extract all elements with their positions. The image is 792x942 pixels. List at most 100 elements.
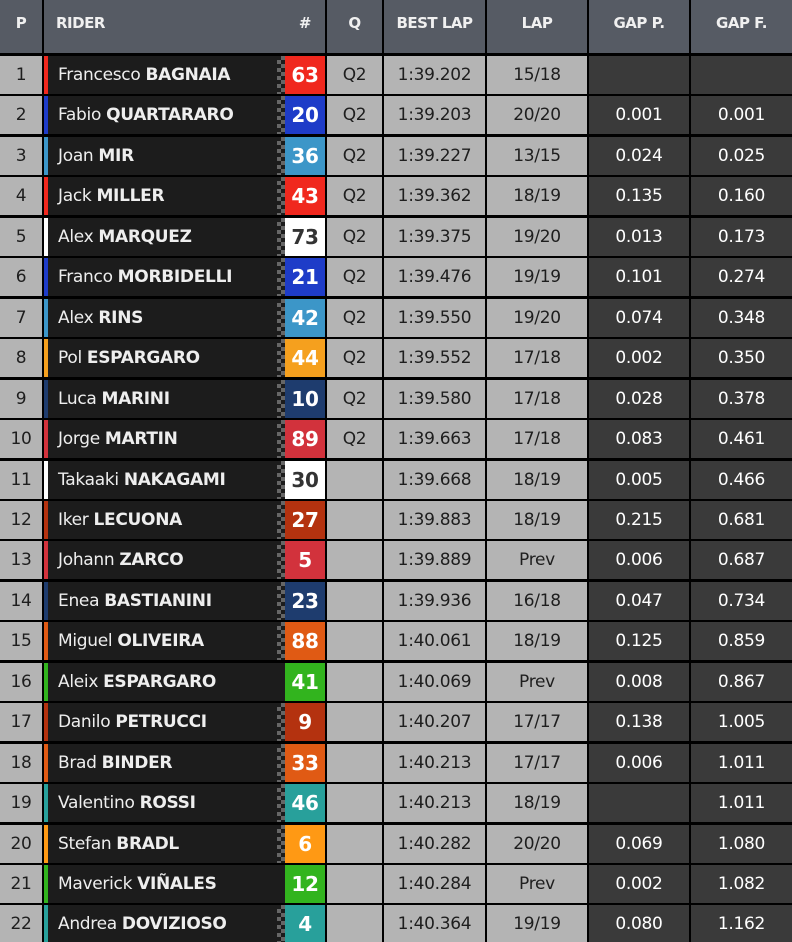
rider-cell[interactable]: Andrea DOVIZIOSO [44,905,285,942]
position-cell: 4 [0,177,42,216]
table-row[interactable]: 14 Enea BASTIANINI 23 1:39.936 16/18 0.04… [0,581,792,620]
team-color-stripe [44,298,48,337]
rider-cell[interactable]: Johann ZARCO [44,541,285,580]
rider-cell[interactable]: Pol ESPARGARO [44,339,285,378]
best-lap-cell: 1:40.207 [384,703,485,742]
header-lap[interactable]: LAP [487,0,587,53]
rider-number: 5 [285,541,325,580]
rider-cell[interactable]: Stefan BRADL [44,824,285,863]
table-row[interactable]: 11 Takaaki NAKAGAMI 30 1:39.668 18/19 0.0… [0,460,792,499]
rider-cell[interactable]: Franco MORBIDELLI [44,258,285,297]
table-row[interactable]: 21 Maverick VIÑALES 12 1:40.284 Prev 0.00… [0,865,792,903]
rider-cell[interactable]: Aleix ESPARGARO [44,662,285,701]
table-row[interactable]: 16 Aleix ESPARGARO 41 1:40.069 Prev 0.008… [0,662,792,701]
q-cell [327,865,382,903]
q-cell: Q2 [327,379,382,418]
lap-cell: 20/20 [487,824,587,863]
rider-cell[interactable]: Iker LECUONA [44,500,285,539]
rider-cell[interactable]: Enea BASTIANINI [44,581,285,620]
rider-first-name: Franco [58,267,113,288]
rider-cell[interactable]: Brad BINDER [44,743,285,782]
table-row[interactable]: 17 Danilo PETRUCCI 9 1:40.207 17/17 0.138… [0,703,792,742]
table-row[interactable]: 3 Joan MIR 36 Q2 1:39.227 13/15 0.024 0.0… [0,136,792,175]
checkered-flag-icon [277,622,285,661]
position-cell: 15 [0,622,42,661]
rider-number: 6 [285,824,325,863]
q-cell: Q2 [327,177,382,216]
rider-cell[interactable]: Valentino ROSSI [44,784,285,823]
rider-first-name: Luca [58,388,97,409]
header-gap-previous[interactable]: GAP P. [589,0,689,53]
table-row[interactable]: 2 Fabio QUARTARARO 20 Q2 1:39.203 20/20 0… [0,96,792,135]
gap-previous-cell: 0.001 [589,96,689,135]
lap-cell: 17/17 [487,743,587,782]
team-color-stripe [44,622,48,661]
rider-first-name: Fabio [58,105,102,126]
gap-first-cell: 0.681 [691,500,792,539]
checkered-flag-icon [277,56,285,94]
rider-cell[interactable]: Luca MARINI [44,379,285,418]
best-lap-cell: 1:40.213 [384,743,485,782]
table-row[interactable]: 8 Pol ESPARGARO 44 Q2 1:39.552 17/18 0.00… [0,339,792,378]
rider-number: 89 [285,420,325,459]
checkered-flag-icon [277,581,285,620]
header-position[interactable]: P [0,0,42,53]
rider-cell[interactable]: Maverick VIÑALES [44,865,285,903]
table-row[interactable]: 18 Brad BINDER 33 1:40.213 17/17 0.006 1.… [0,743,792,782]
gap-first-cell [691,56,792,94]
table-row[interactable]: 9 Luca MARINI 10 Q2 1:39.580 17/18 0.028 … [0,379,792,418]
lap-cell: 19/19 [487,905,587,942]
position-cell: 6 [0,258,42,297]
rider-cell[interactable]: Takaaki NAKAGAMI [44,460,285,499]
rider-cell[interactable]: Alex RINS [44,298,285,337]
rider-cell[interactable]: Danilo PETRUCCI [44,703,285,742]
rider-cell[interactable]: Joan MIR [44,136,285,175]
gap-first-cell: 0.274 [691,258,792,297]
rider-last-name: MORBIDELLI [117,267,233,288]
checkered-flag-icon [277,824,285,863]
rider-cell[interactable]: Miguel OLIVEIRA [44,622,285,661]
table-row[interactable]: 15 Miguel OLIVEIRA 88 1:40.061 18/19 0.12… [0,622,792,661]
header-rider[interactable]: RIDER [56,13,105,32]
best-lap-cell: 1:40.213 [384,784,485,823]
rider-cell[interactable]: Alex MARQUEZ [44,217,285,256]
position-cell: 1 [0,56,42,94]
team-color-stripe [44,541,48,580]
rider-number: 88 [285,622,325,661]
best-lap-cell: 1:40.364 [384,905,485,942]
header-best-lap[interactable]: BEST LAP [384,0,485,53]
rider-cell[interactable]: Francesco BAGNAIA [44,56,285,94]
table-row[interactable]: 22 Andrea DOVIZIOSO 4 1:40.364 19/19 0.08… [0,905,792,942]
rider-first-name: Alex [58,307,94,328]
rider-cell[interactable]: Jorge MARTIN [44,420,285,459]
rider-last-name: NAKAGAMI [123,469,226,490]
rider-first-name: Johann [58,550,115,571]
table-row[interactable]: 1 Francesco BAGNAIA 63 Q2 1:39.202 15/18 [0,56,792,94]
rider-cell[interactable]: Fabio QUARTARARO [44,96,285,135]
table-row[interactable]: 19 Valentino ROSSI 46 1:40.213 18/19 1.01… [0,784,792,823]
table-row[interactable]: 6 Franco MORBIDELLI 21 Q2 1:39.476 19/19 … [0,258,792,297]
q-cell [327,784,382,823]
table-row[interactable]: 13 Johann ZARCO 5 1:39.889 Prev 0.006 0.6… [0,541,792,580]
table-row[interactable]: 5 Alex MARQUEZ 73 Q2 1:39.375 19/20 0.013… [0,217,792,256]
rider-number: 43 [285,177,325,216]
table-row[interactable]: 10 Jorge MARTIN 89 Q2 1:39.663 17/18 0.08… [0,420,792,459]
header-q[interactable]: Q [327,0,382,53]
header-number[interactable]: # [298,13,312,32]
header-gap-first[interactable]: GAP F. [691,0,792,53]
table-row[interactable]: 20 Stefan BRADL 6 1:40.282 20/20 0.069 1.… [0,824,792,863]
q-cell: Q2 [327,339,382,378]
rider-cell[interactable]: Jack MILLER [44,177,285,216]
team-color-stripe [44,581,48,620]
q-cell [327,703,382,742]
q-cell [327,541,382,580]
position-cell: 16 [0,662,42,701]
table-row[interactable]: 12 Iker LECUONA 27 1:39.883 18/19 0.215 0… [0,500,792,539]
table-row[interactable]: 4 Jack MILLER 43 Q2 1:39.362 18/19 0.135 … [0,177,792,216]
lap-cell: 16/18 [487,581,587,620]
q-cell [327,581,382,620]
table-row[interactable]: 7 Alex RINS 42 Q2 1:39.550 19/20 0.074 0.… [0,298,792,337]
rider-number: 12 [285,865,325,903]
gap-first-cell: 0.348 [691,298,792,337]
rider-number: 63 [285,56,325,94]
